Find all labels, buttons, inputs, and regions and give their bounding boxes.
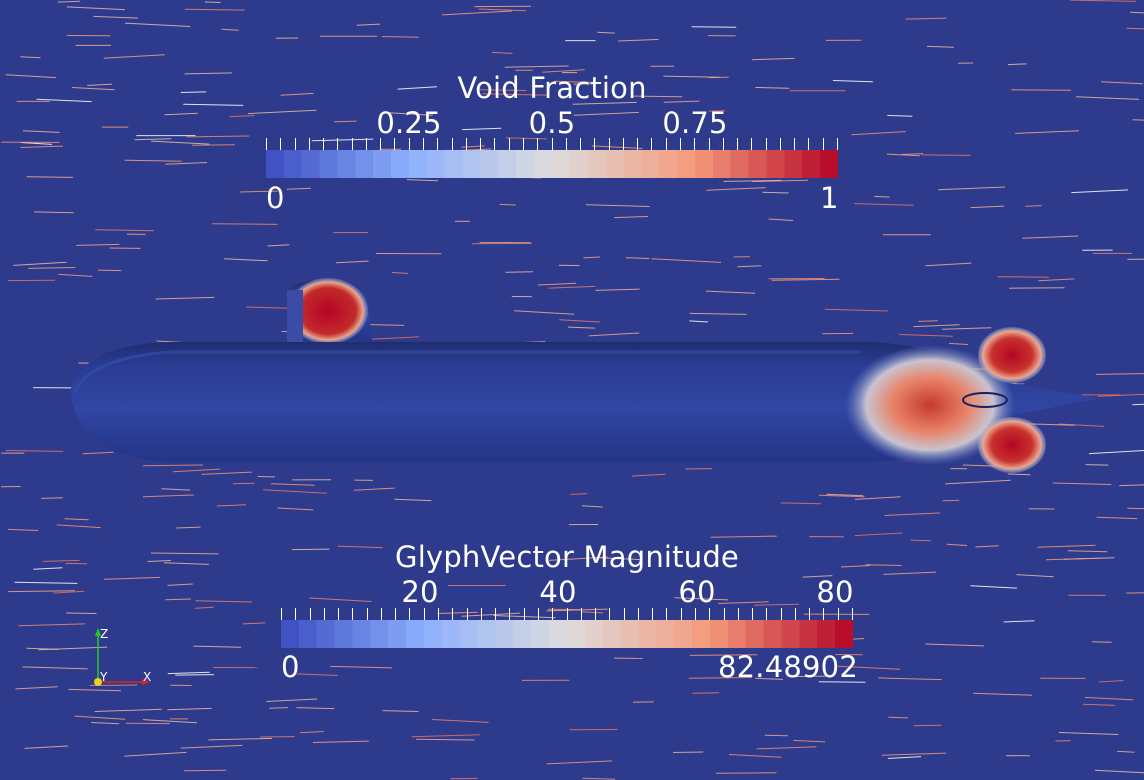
- void-fraction-tick: 0.75: [662, 106, 728, 140]
- void-fraction-min: 0: [266, 181, 285, 215]
- void-fraction-tick: 0.25: [376, 106, 442, 140]
- axis-y-label: Y: [100, 670, 108, 684]
- axis-x-label: X: [143, 670, 152, 684]
- void-fraction-max: 1: [820, 181, 839, 215]
- void-fraction-tick-marks: [266, 138, 838, 150]
- glyph-magnitude-max: 82.48902: [718, 650, 858, 684]
- void-fraction-colorbar[interactable]: [266, 150, 838, 178]
- glyph-magnitude-tick: 40: [539, 575, 577, 609]
- glyph-magnitude-tick-marks: [281, 608, 853, 620]
- stern-fins: [962, 327, 1046, 473]
- glyph-magnitude-tick: 60: [678, 575, 716, 609]
- glyph-magnitude-min: 0: [281, 650, 300, 684]
- glyph-magnitude-title: GlyphVector Magnitude: [395, 540, 739, 574]
- orientation-axes-icon: [94, 628, 150, 686]
- submarine-sail: [287, 278, 372, 344]
- void-fraction-tick: 0.5: [528, 106, 576, 140]
- axis-z-label: Z: [100, 627, 109, 641]
- glyph-magnitude-tick: 80: [816, 575, 854, 609]
- submarine-hull: [70, 342, 1100, 465]
- glyph-magnitude-colorbar[interactable]: [281, 620, 853, 648]
- void-fraction-title: Void Fraction: [457, 71, 647, 105]
- glyph-magnitude-tick: 20: [401, 575, 439, 609]
